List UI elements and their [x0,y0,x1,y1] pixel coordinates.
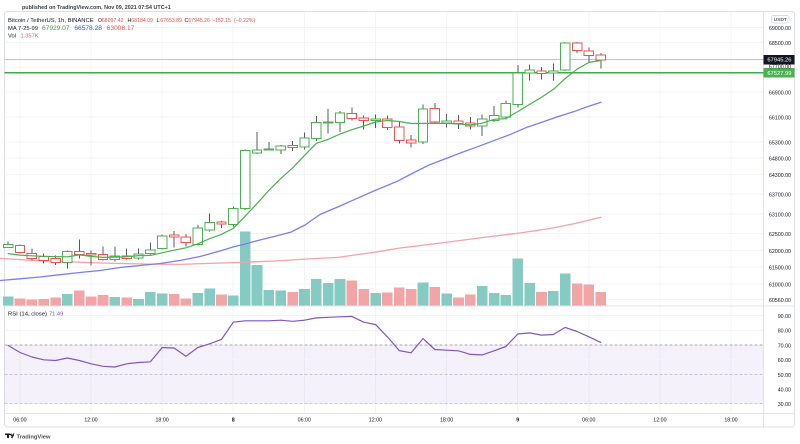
svg-text:68097.42: 68097.42 [102,18,124,24]
svg-text:TradingView: TradingView [17,435,52,441]
svg-text:63008.17: 63008.17 [107,25,135,32]
svg-text:67929.07: 67929.07 [42,25,70,32]
svg-text:9: 9 [516,418,519,424]
svg-text:30.00: 30.00 [778,402,791,408]
svg-text:63700.00: 63700.00 [769,192,791,198]
svg-text:60.00: 60.00 [778,358,791,364]
svg-text:62000.00: 62000.00 [769,249,791,255]
svg-text:60560.00: 60560.00 [769,298,791,304]
svg-text:68184.09: 68184.09 [131,18,153,24]
svg-text:68500.00: 68500.00 [769,41,791,47]
svg-text:H: H [128,18,132,24]
svg-text:67945.26: 67945.26 [188,18,210,24]
svg-text:USDT: USDT [774,17,787,23]
svg-text:1.357K: 1.357K [21,34,39,40]
svg-text:64800.00: 64800.00 [769,156,791,162]
svg-text:12:00: 12:00 [653,418,666,424]
svg-text:80.00: 80.00 [778,329,791,335]
svg-text:12:00: 12:00 [84,418,97,424]
svg-text:67700.00: 67700.00 [769,65,791,71]
svg-text:Bitcoin / TetherUS, 1h, BINANC: Bitcoin / TetherUS, 1h, BINANCE [8,18,94,24]
svg-text:C: C [185,18,189,24]
svg-text:published on TradingView.com,: published on TradingView.com, Nov 09, 20… [22,5,171,11]
svg-text:MA 7-25-99: MA 7-25-99 [8,26,38,32]
svg-text:18:00: 18:00 [155,418,168,424]
svg-text:06:00: 06:00 [582,418,595,424]
svg-text:67527.99: 67527.99 [767,71,791,77]
svg-text:61500.00: 61500.00 [769,265,791,271]
svg-text:(−0.22%): (−0.22%) [234,18,255,24]
svg-text:66100.00: 66100.00 [769,115,791,121]
svg-text:−152.15: −152.15 [212,18,231,24]
svg-text:RSI (14, close): RSI (14, close) [8,312,47,318]
svg-text:40.00: 40.00 [778,388,791,394]
svg-text:L: L [157,18,160,24]
svg-text:06:00: 06:00 [298,418,311,424]
svg-text:66578.28: 66578.28 [74,25,102,32]
svg-text:64300.00: 64300.00 [769,173,791,179]
svg-text:18:00: 18:00 [724,418,737,424]
svg-text:67945.26: 67945.26 [767,58,791,64]
svg-text:62500.00: 62500.00 [769,232,791,238]
svg-text:67653.89: 67653.89 [160,18,182,24]
svg-text:18:00: 18:00 [440,418,453,424]
svg-text:66900.00: 66900.00 [769,90,791,96]
svg-text:12:00: 12:00 [369,418,382,424]
svg-text:8: 8 [232,418,235,424]
svg-text:70.00: 70.00 [778,343,791,349]
svg-text:90.00: 90.00 [778,314,791,320]
svg-text:Vol: Vol [8,34,16,40]
svg-text:61000.00: 61000.00 [769,282,791,288]
svg-text:71.49: 71.49 [49,312,63,318]
svg-text:O: O [98,18,102,24]
svg-text:50.00: 50.00 [778,373,791,379]
svg-text:69000.00: 69000.00 [769,26,791,32]
svg-text:65300.00: 65300.00 [769,140,791,146]
svg-text:06:00: 06:00 [13,418,26,424]
svg-text:63100.00: 63100.00 [769,212,791,218]
